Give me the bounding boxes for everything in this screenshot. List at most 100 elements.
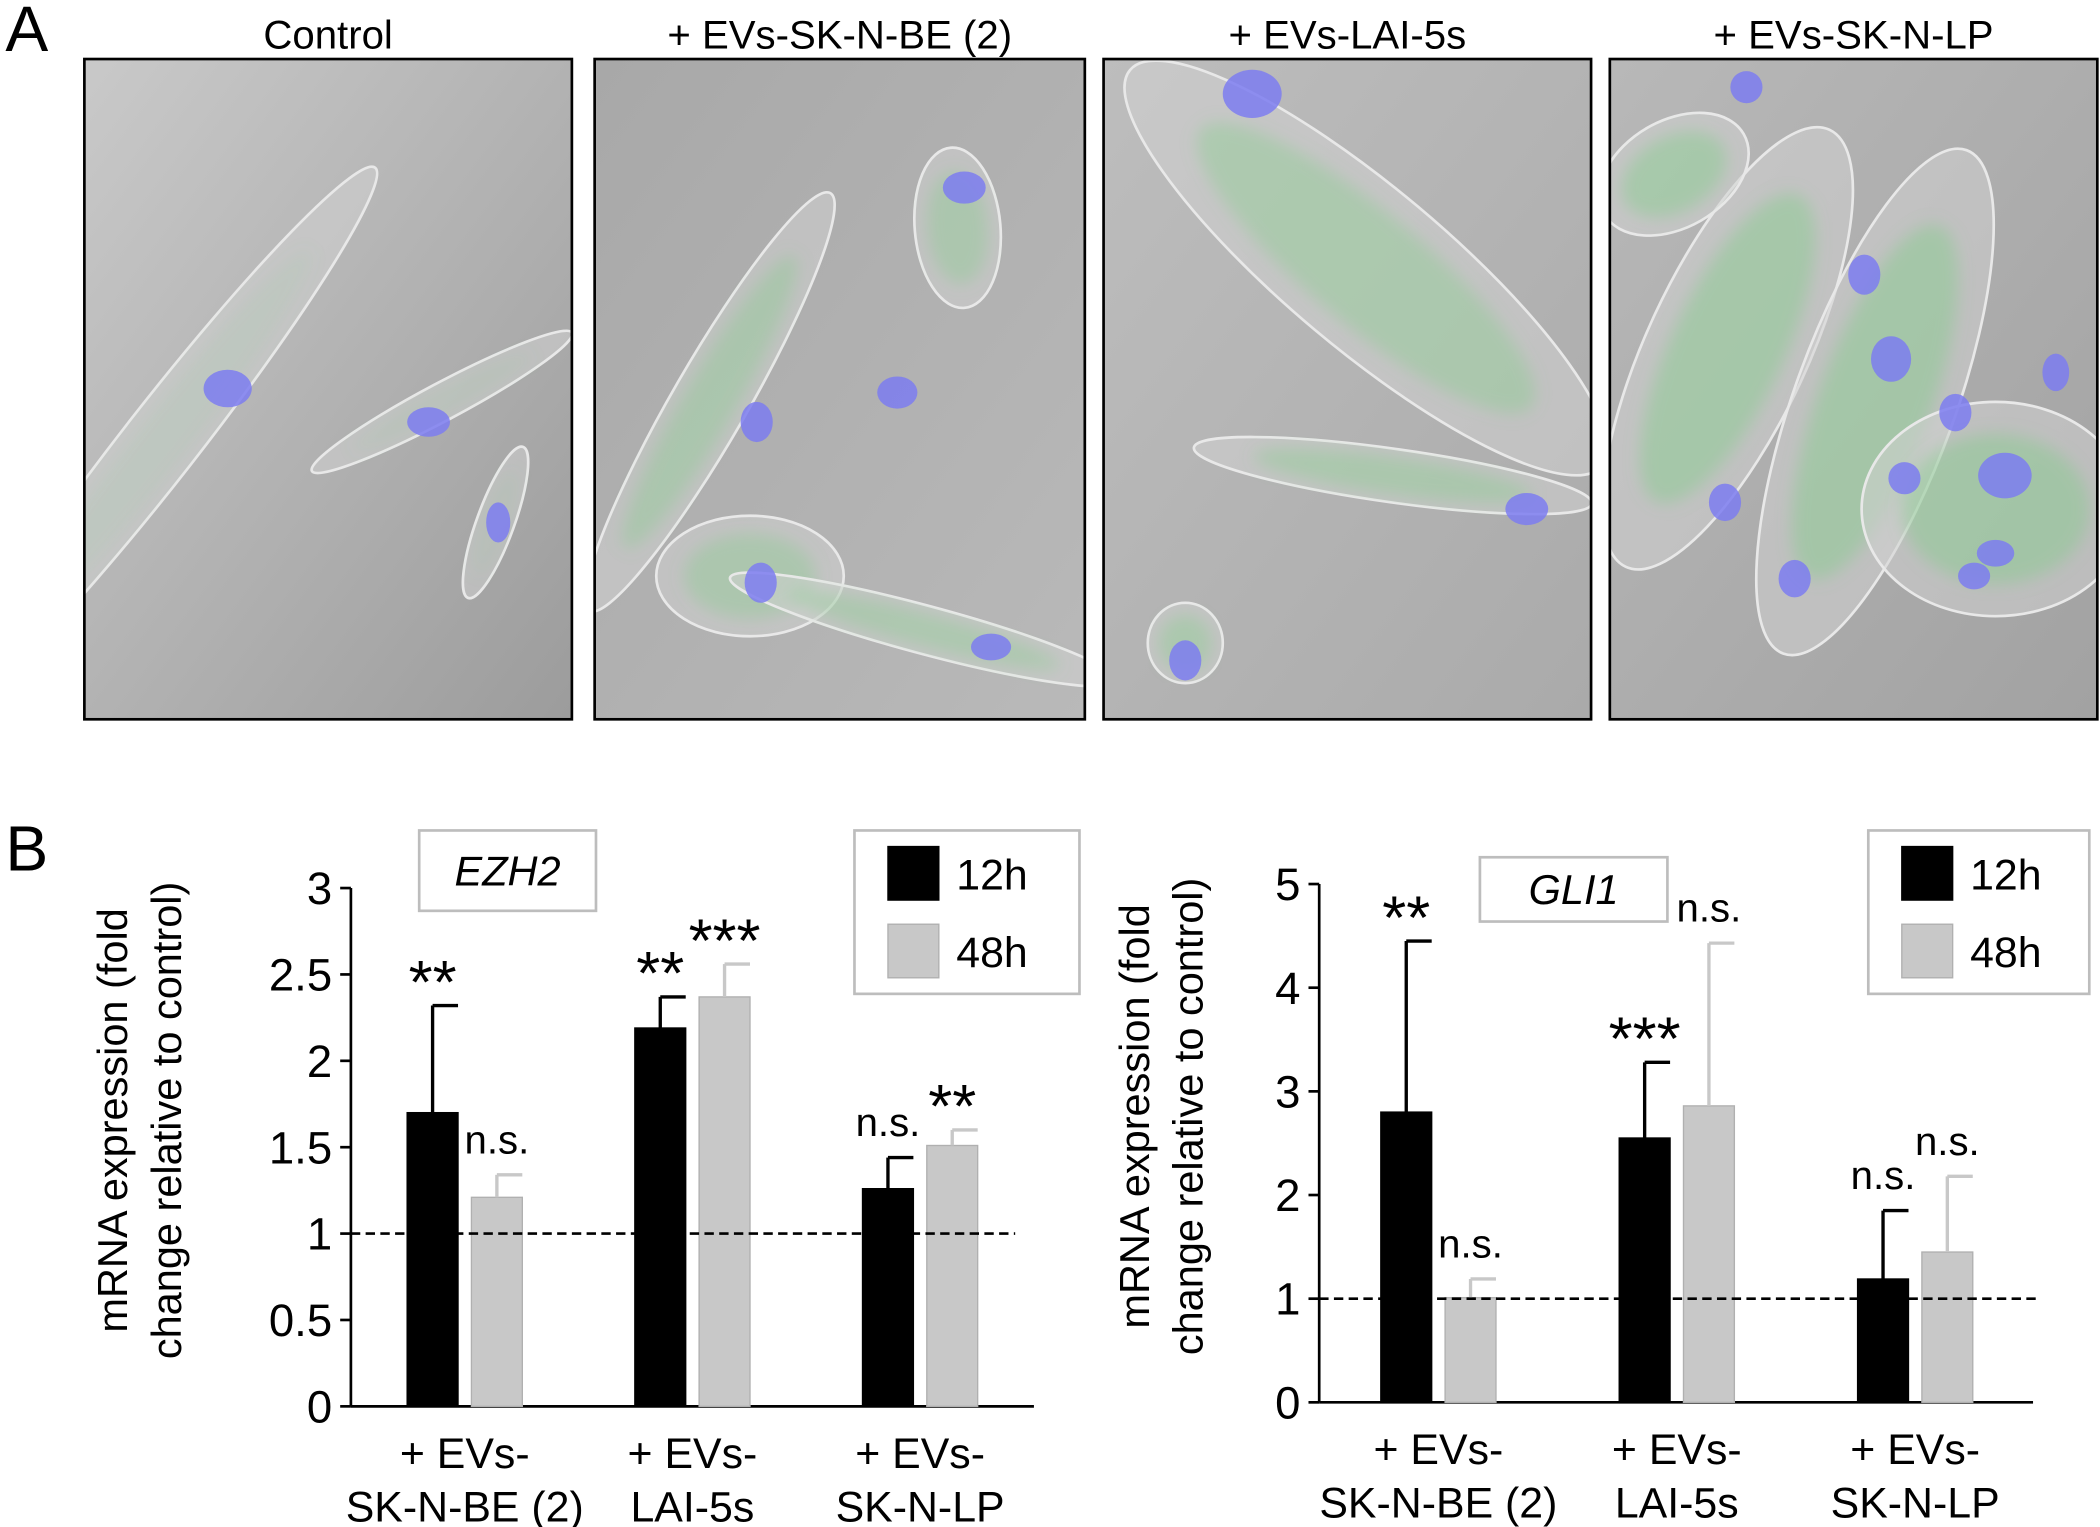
legend-swatch [1901, 845, 1954, 901]
significance-label: n.s. [1915, 1119, 1980, 1164]
nucleus [1222, 69, 1282, 118]
micrograph-frame [83, 57, 574, 721]
x-tick-label: + EVs- [628, 1430, 758, 1478]
legend-label: 12h [1970, 851, 2041, 899]
nucleus [1958, 562, 1991, 590]
x-tick-label: SK-N-BE (2) [1319, 1480, 1557, 1527]
nucleus [1169, 640, 1202, 681]
title-box [417, 829, 598, 913]
significance-label: n.s. [856, 1100, 921, 1145]
micrograph-frame [593, 57, 1087, 721]
micrograph [593, 57, 1087, 721]
cell-stain [1196, 122, 1536, 414]
nucleus [740, 401, 773, 443]
micrograph-content [1609, 59, 2098, 720]
cell-stain [1621, 131, 1727, 218]
significance-label: ** [636, 939, 684, 1008]
x-tick-label: + EVs- [400, 1430, 530, 1478]
y-tick-label: 3 [1275, 1066, 1300, 1117]
image-title: + EVs-SK-N-LP [1714, 12, 1994, 57]
y-axis-label: mRNA expression (fold [1111, 904, 1158, 1328]
y-tick-label: 1.5 [269, 1122, 332, 1173]
significance-label: n.s. [1677, 886, 1742, 931]
significance-label: ** [409, 948, 457, 1017]
nucleus [486, 502, 511, 543]
x-tick-label: + EVs- [1612, 1426, 1742, 1474]
nucleus [1708, 483, 1742, 522]
nucleus [1730, 71, 1763, 104]
bar [470, 1196, 523, 1408]
nucleus [877, 376, 918, 409]
x-tick-label: + EVs- [855, 1430, 985, 1478]
micrograph-frame [1608, 57, 2099, 721]
x-tick-label: + EVs- [1850, 1426, 1980, 1474]
nucleus [2042, 353, 2070, 392]
nucleus [1870, 336, 1912, 382]
cell-stain [1253, 448, 1533, 503]
y-tick-label: 4 [1275, 963, 1300, 1014]
nucleus [1848, 254, 1881, 295]
chart-title: EZH2 [455, 847, 561, 894]
bar [698, 996, 751, 1408]
x-tick-label: SK-N-LP [1831, 1480, 2000, 1527]
bar [1921, 1251, 1974, 1404]
y-tick-label: 1 [1275, 1274, 1300, 1325]
significance-label: ** [1382, 883, 1430, 952]
legend-swatch [887, 845, 940, 901]
significance-label: n.s. [465, 1117, 530, 1162]
bar [861, 1188, 915, 1408]
title-box [1478, 855, 1669, 923]
legend-label: 48h [1970, 929, 2041, 977]
nucleus [1939, 393, 1972, 432]
micrograph [1102, 57, 1593, 721]
bar [1618, 1137, 1671, 1404]
nucleus [744, 562, 777, 603]
significance-label: *** [689, 906, 761, 975]
nucleus [1978, 452, 2032, 499]
nucleus [407, 407, 450, 437]
cell-stain [350, 352, 534, 452]
panel-label: B [5, 813, 48, 885]
y-axis-label: change relative to control) [1165, 878, 1212, 1356]
bar [926, 1144, 979, 1408]
y-tick-label: 5 [1275, 859, 1300, 910]
micrograph [83, 57, 574, 721]
x-tick-label: + EVs- [1374, 1426, 1504, 1474]
micrograph [1608, 57, 2099, 721]
cell-stain [1901, 434, 2090, 585]
nucleus [203, 369, 252, 408]
y-tick-label: 2 [1275, 1170, 1300, 1221]
nucleus [1778, 559, 1811, 598]
y-tick-label: 0 [1275, 1377, 1300, 1428]
y-tick-label: 1 [307, 1209, 332, 1260]
cell-stain [1640, 193, 1816, 504]
x-tick-label: LAI-5s [630, 1484, 754, 1527]
bar [1682, 1105, 1736, 1404]
x-tick-label: LAI-5s [1615, 1480, 1739, 1527]
chart-title: GLI1 [1529, 866, 1619, 913]
image-title: + EVs-LAI-5s [1228, 12, 1466, 57]
nucleus [942, 171, 986, 204]
nucleus [1888, 462, 1921, 495]
cell-stain [622, 255, 798, 549]
y-tick-label: 2 [307, 1036, 332, 1087]
bar [406, 1111, 459, 1408]
y-tick-label: 3 [307, 863, 332, 914]
significance-label: n.s. [1851, 1153, 1916, 1198]
micrograph-content [1103, 59, 1592, 720]
micrograph-frame [1102, 57, 1593, 721]
cell-stain [1791, 224, 1959, 580]
significance-label: ** [928, 1072, 976, 1141]
bar [1380, 1111, 1433, 1404]
y-axis-label: mRNA expression (fold [89, 908, 136, 1332]
y-axis-label: change relative to control) [143, 882, 190, 1360]
y-tick-label: 0 [307, 1381, 332, 1432]
bar [634, 1027, 687, 1408]
x-tick-label: SK-N-LP [836, 1484, 1005, 1527]
nucleus [970, 633, 1012, 661]
panel-label: A [5, 0, 48, 65]
significance-label: n.s. [1438, 1222, 1503, 1267]
nucleus [1505, 492, 1549, 526]
micrograph-content [84, 59, 572, 720]
